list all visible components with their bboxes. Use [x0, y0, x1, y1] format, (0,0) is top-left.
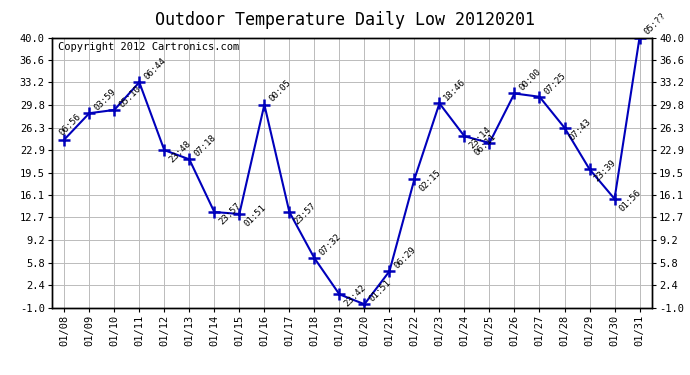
Text: 02:15: 02:15 — [417, 168, 442, 194]
Text: Outdoor Temperature Daily Low 20120201: Outdoor Temperature Daily Low 20120201 — [155, 11, 535, 29]
Text: 07:32: 07:32 — [317, 232, 342, 257]
Text: 06:56: 06:56 — [57, 112, 83, 137]
Text: 05:10: 05:10 — [117, 84, 142, 109]
Text: 23:39: 23:39 — [592, 158, 618, 184]
Text: Copyright 2012 Cartronics.com: Copyright 2012 Cartronics.com — [58, 42, 239, 51]
Text: 06:44: 06:44 — [142, 56, 168, 81]
Text: 07:18: 07:18 — [192, 133, 217, 159]
Text: 05:??: 05:?? — [642, 11, 668, 37]
Text: 00:00: 00:00 — [518, 68, 542, 93]
Text: 01:51: 01:51 — [367, 278, 393, 303]
Text: 07:43: 07:43 — [567, 117, 593, 142]
Text: 06:29: 06:29 — [392, 245, 417, 270]
Text: 01:51: 01:51 — [242, 203, 268, 228]
Text: 03:59: 03:59 — [92, 87, 117, 112]
Text: 23:14: 23:14 — [467, 125, 493, 151]
Text: 23:57: 23:57 — [217, 201, 242, 226]
Text: 00:05: 00:05 — [267, 78, 293, 104]
Text: 23:42: 23:42 — [342, 284, 368, 309]
Text: 23:57: 23:57 — [292, 201, 317, 226]
Text: 01:56: 01:56 — [618, 188, 642, 213]
Text: 06:11: 06:11 — [473, 132, 498, 158]
Text: 07:25: 07:25 — [542, 70, 568, 96]
Text: 23:48: 23:48 — [167, 139, 193, 165]
Text: 18:46: 18:46 — [442, 77, 468, 103]
